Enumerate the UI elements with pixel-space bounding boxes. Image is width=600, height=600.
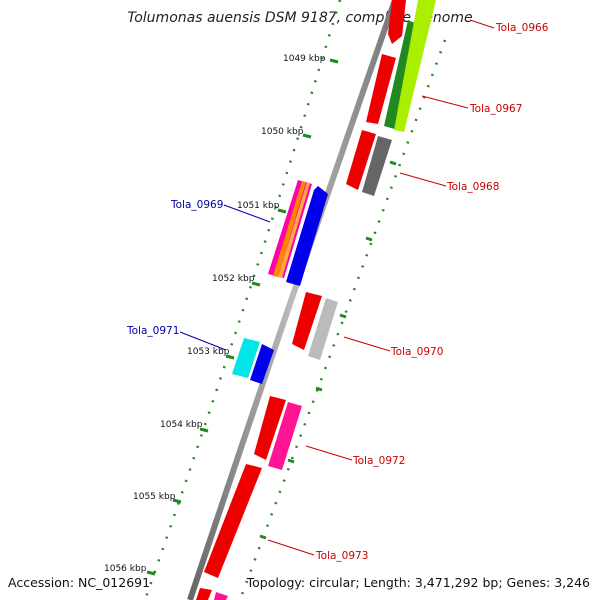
accession-text: Accession: NC_012691 — [8, 575, 151, 590]
label-leaders — [179, 19, 495, 556]
inner-dotted-track — [238, 39, 447, 600]
gene-next-pink — [214, 592, 228, 600]
gene-label: Tola_0973 — [315, 550, 368, 562]
tick-label: 1050 kbp — [261, 127, 304, 137]
tick-label: 1056 kbp — [104, 564, 147, 574]
genome-summary-text: Topology: circular; Length: 3,471,292 bp… — [246, 575, 590, 590]
gene-tola-0970-red — [292, 292, 322, 350]
gene-label: Tola_0970 — [390, 346, 443, 358]
gene-label: Tola_0967 — [469, 103, 522, 115]
tick-label: 1051 kbp — [237, 201, 280, 211]
tick-label: 1054 kbp — [160, 420, 203, 430]
gene-tola-0970-gray — [308, 298, 338, 360]
gene-tola-0968-gray — [362, 136, 392, 196]
tick-label: 1049 kbp — [283, 54, 326, 64]
gene-label: Tola_0972 — [352, 455, 405, 467]
gene-labels: Tola_0966 Tola_0967 Tola_0968 Tola_0969 … — [126, 22, 549, 562]
gene-label: Tola_0968 — [446, 181, 499, 193]
gene-tola-0966 — [388, 0, 406, 44]
tick-label: 1052 kbp — [212, 274, 255, 284]
gene-label: Tola_0969 — [170, 199, 223, 211]
tick-label: 1055 kbp — [133, 492, 176, 502]
kbp-ticks — [146, 58, 339, 576]
gene-tola-0968-red — [346, 130, 376, 190]
kbp-tick-labels: 1049 kbp 1050 kbp 1051 kbp 1052 kbp 1053… — [104, 54, 326, 574]
gene-label: Tola_0971 — [126, 325, 179, 337]
tick-label: 1053 kbp — [187, 347, 230, 357]
reverse-genes — [196, 0, 436, 600]
gene-tola-0973 — [204, 464, 262, 578]
forward-genes — [232, 180, 328, 384]
gene-tola-0967-lime — [394, 0, 436, 132]
gene-arrow-blue-2 — [250, 344, 274, 384]
outer-dotted-track — [143, 0, 342, 600]
gene-tola-0971 — [232, 338, 260, 378]
backbone-ring — [187, 0, 398, 600]
gene-tola-0972-red — [254, 396, 286, 460]
gene-tola-0967-red — [366, 54, 396, 124]
gene-label: Tola_0966 — [495, 22, 549, 34]
gene-tola-0972-pink — [268, 402, 302, 470]
gene-next — [196, 588, 212, 600]
gene-arrow-blue — [286, 186, 328, 286]
